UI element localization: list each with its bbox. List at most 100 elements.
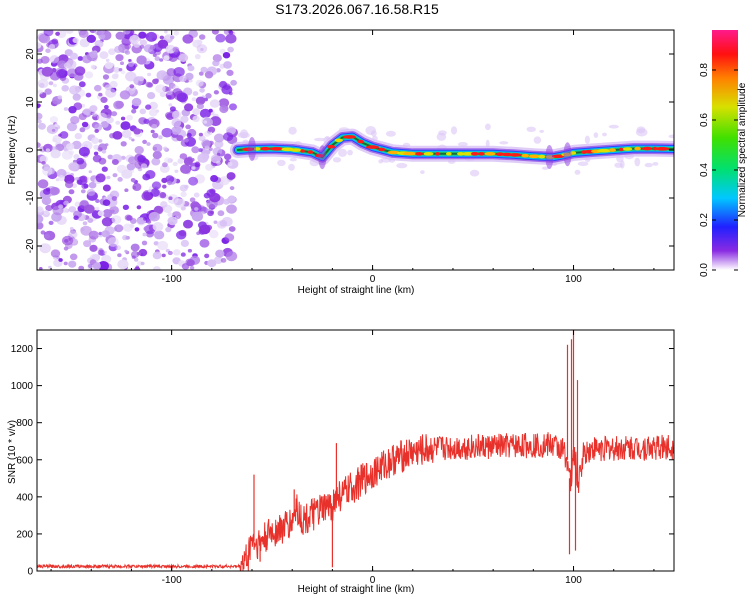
noise-blob	[207, 259, 217, 268]
noise-blob	[155, 84, 166, 94]
noise-blob	[212, 59, 220, 67]
noise-blob	[289, 157, 297, 162]
noise-blob	[162, 162, 168, 168]
noise-blob	[127, 156, 137, 164]
noise-blob	[457, 142, 468, 147]
noise-blob	[121, 36, 132, 46]
noise-blob	[602, 132, 607, 137]
noise-blob	[104, 84, 112, 91]
noise-blob	[160, 201, 168, 208]
noise-blob	[188, 176, 199, 186]
noise-blob	[199, 108, 211, 119]
noise-blob	[182, 34, 194, 44]
noise-blob	[128, 59, 132, 62]
noise-blob	[153, 230, 165, 240]
noise-blob	[55, 31, 60, 36]
noise-blob	[541, 166, 549, 170]
track-hotspot	[634, 146, 641, 151]
noise-blob	[131, 255, 136, 259]
noise-blob	[63, 107, 69, 111]
track-hotspot	[608, 148, 617, 152]
noise-blob	[187, 65, 195, 72]
noise-blob	[154, 56, 160, 61]
noise-blob	[227, 195, 236, 203]
noise-blob	[88, 181, 97, 189]
noise-blob	[78, 265, 85, 270]
noise-blob	[178, 229, 187, 237]
noise-blob	[123, 30, 131, 35]
noise-blob	[48, 265, 52, 269]
noise-blob	[177, 158, 184, 164]
noise-blob	[239, 129, 249, 139]
noise-blob	[159, 58, 164, 62]
spectrogram-ylabel: Frequency (Hz)	[7, 116, 18, 185]
noise-blob	[138, 76, 145, 82]
noise-blob	[196, 103, 204, 110]
track-hotspot	[415, 152, 423, 156]
track-hotspot	[551, 154, 565, 159]
noise-blob	[220, 258, 227, 263]
snr-spikes	[253, 330, 579, 568]
noise-blob	[173, 30, 179, 36]
noise-blob	[99, 51, 109, 59]
noise-blob	[104, 104, 109, 110]
noise-blob	[168, 103, 173, 107]
noise-blob	[644, 162, 653, 168]
track-hotspot	[478, 152, 485, 156]
noise-blob	[143, 226, 149, 232]
noise-blob	[185, 124, 191, 130]
noise-blob	[136, 251, 142, 256]
noise-blob	[223, 61, 233, 69]
track-hotspot	[642, 146, 653, 151]
track-hotspot	[423, 152, 434, 156]
noise-blob	[90, 64, 96, 70]
noise-blob	[152, 251, 162, 260]
noise-blob	[106, 175, 111, 180]
snr-ylabel: SNR (10 * v/v)	[7, 420, 18, 484]
noise-blob	[48, 44, 56, 50]
noise-blob	[142, 232, 147, 237]
noise-blob	[68, 189, 75, 195]
noise-blob	[69, 52, 78, 60]
track-disturbance	[318, 145, 327, 170]
noise-blob	[129, 34, 140, 44]
track-hotspot	[307, 150, 314, 154]
noise-blob	[186, 132, 192, 138]
track-hotspot	[387, 150, 400, 155]
noise-blob	[43, 143, 53, 153]
noise-blob	[82, 221, 88, 226]
noise-blob	[172, 161, 178, 167]
noise-blob	[120, 70, 126, 75]
noise-blob	[105, 88, 117, 98]
track-hotspot	[470, 152, 479, 156]
noise-blob	[37, 112, 43, 120]
noise-blob	[385, 130, 396, 137]
noise-blob	[101, 265, 106, 269]
noise-blob	[204, 130, 211, 137]
noise-blob	[76, 157, 85, 165]
noise-blob	[76, 179, 83, 185]
noise-blob	[81, 183, 88, 190]
noise-blob	[89, 105, 98, 113]
noise-blob	[50, 249, 61, 258]
noise-blob	[225, 251, 238, 262]
track-hotspot	[365, 145, 380, 149]
y-tick-label: 0	[27, 567, 33, 578]
noise-blob	[101, 230, 110, 238]
noise-blob	[197, 153, 209, 163]
noise-blob	[155, 109, 160, 113]
noise-blob	[131, 138, 135, 142]
noise-blob	[56, 30, 67, 38]
noise-blob	[189, 197, 196, 203]
noise-blob	[178, 53, 189, 62]
noise-blob	[288, 126, 297, 135]
x-tick-label: -100	[162, 575, 182, 586]
noise-blob	[214, 140, 224, 149]
noise-blob	[43, 163, 50, 169]
noise-blob	[37, 214, 44, 224]
noise-blob	[141, 240, 148, 246]
noise-blob	[126, 114, 133, 121]
noise-blob	[593, 132, 599, 138]
